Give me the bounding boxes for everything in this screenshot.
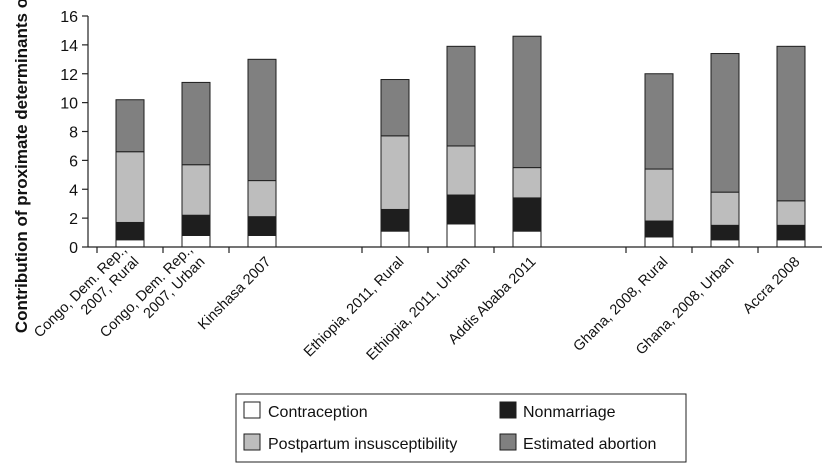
y-tick-label: 4 <box>69 182 78 199</box>
bar-segment-nonmarriage <box>710 224 740 241</box>
bar-segment-contraception <box>247 234 277 248</box>
bar-segment-nonmarriage <box>181 214 211 236</box>
bar-segment-postpartum-insusceptibility <box>644 168 674 222</box>
x-category-label-line: Accra 2008 <box>740 254 803 317</box>
bar-segment-postpartum-insusceptibility <box>776 200 806 226</box>
bar-segment-postpartum-insusceptibility <box>115 151 145 223</box>
legend-label: Postpartum insusceptibility <box>268 436 457 453</box>
bar-segment-estimated-abortion <box>446 45 476 147</box>
legend-box <box>235 393 687 463</box>
x-category-label: Accra 2008 <box>740 254 803 317</box>
bar-segment-contraception <box>512 230 542 248</box>
bar-segment-contraception <box>644 236 674 248</box>
y-axis-title: Contribution of proximate determinants o… <box>12 0 31 333</box>
legend-swatch <box>499 401 517 419</box>
bar-segment-estimated-abortion <box>644 73 674 170</box>
bar-segment-nonmarriage <box>446 194 476 225</box>
bar-segment-estimated-abortion <box>710 53 740 193</box>
bar-segment-contraception <box>446 223 476 248</box>
y-tick-label: 10 <box>60 96 78 113</box>
bar-segment-postpartum-insusceptibility <box>710 191 740 226</box>
y-tick-label: 12 <box>60 67 78 84</box>
legend-swatch <box>243 433 261 451</box>
y-tick-label: 14 <box>60 38 78 55</box>
bar-segment-nonmarriage <box>776 224 806 241</box>
bar-segment-contraception <box>380 230 410 248</box>
legend-label: Contraception <box>268 404 368 421</box>
bar-segment-nonmarriage <box>644 220 674 238</box>
bars <box>115 35 806 248</box>
bar-segment-postpartum-insusceptibility <box>380 135 410 210</box>
bar-segment-estimated-abortion <box>181 81 211 166</box>
bar-segment-contraception <box>710 239 740 248</box>
y-tick-label: 0 <box>69 240 78 257</box>
y-tick-label: 16 <box>60 9 78 26</box>
legend-swatch <box>499 433 517 451</box>
bar-segment-estimated-abortion <box>380 79 410 137</box>
bar-segment-nonmarriage <box>247 216 277 236</box>
bar-segment-postpartum-insusceptibility <box>247 180 277 218</box>
bar-segment-estimated-abortion <box>115 99 145 153</box>
bar-segment-estimated-abortion <box>776 45 806 202</box>
bar-segment-postpartum-insusceptibility <box>512 167 542 199</box>
legend-swatch <box>243 401 261 419</box>
legend: Contraception Nonmarriage Postpartum insus… <box>235 393 687 463</box>
bar-segment-nonmarriage <box>380 208 410 232</box>
y-axis: 0 2 4 6 8 10 12 14 16 <box>60 9 89 257</box>
bar-segment-contraception <box>776 239 806 248</box>
y-tick-label: 2 <box>69 211 78 228</box>
bar-segment-postpartum-insusceptibility <box>181 164 211 216</box>
bar-segment-estimated-abortion <box>247 58 277 182</box>
bar-segment-estimated-abortion <box>512 35 542 169</box>
y-tick-label: 8 <box>69 125 78 142</box>
x-category-label: Congo, Dem. Rep.,2007, Rural <box>31 242 142 341</box>
y-tick-label: 6 <box>69 153 78 170</box>
legend-label: Estimated abortion <box>523 436 656 453</box>
legend-label: Nonmarriage <box>523 404 616 421</box>
bar-segment-postpartum-insusceptibility <box>446 145 476 196</box>
bar-segment-nonmarriage <box>115 221 145 241</box>
bar-segment-nonmarriage <box>512 197 542 232</box>
